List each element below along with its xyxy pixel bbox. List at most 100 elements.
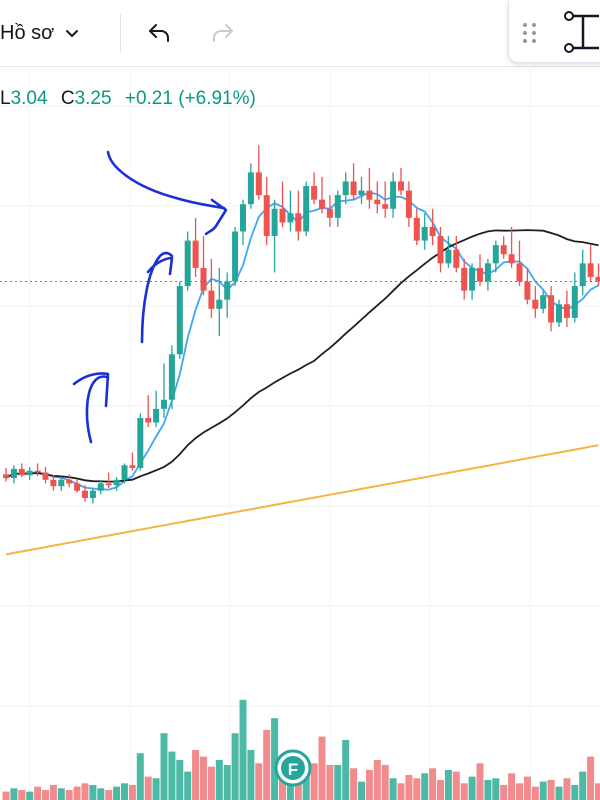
moving-averages — [5, 191, 599, 556]
candle-body — [437, 236, 444, 264]
candle-body — [556, 304, 562, 323]
volume-bar — [168, 751, 176, 800]
volume-bar — [523, 776, 531, 800]
candle-body — [279, 208, 286, 223]
volume-bar — [468, 776, 476, 800]
candle-body — [176, 286, 183, 355]
volume-bar — [97, 788, 105, 800]
candle-body — [374, 199, 381, 205]
earnings-marker[interactable]: F — [274, 749, 312, 787]
volume-bar — [89, 784, 97, 800]
volume-bar — [192, 749, 200, 800]
price-chart[interactable]: F — [0, 66, 600, 800]
candle-body — [326, 208, 333, 218]
volume-bar — [429, 768, 437, 800]
candle-body — [508, 254, 515, 264]
candle-body — [390, 181, 397, 209]
candle-body — [421, 226, 428, 241]
volume-bar — [105, 789, 113, 800]
volume-bar — [152, 778, 160, 800]
candle-body — [532, 299, 539, 309]
redo-button[interactable] — [206, 16, 240, 50]
volume-bar — [365, 769, 373, 800]
volume-bar — [2, 791, 10, 800]
candle-body — [429, 226, 436, 237]
annotation-arrow — [85, 375, 110, 444]
volume-bar — [555, 786, 563, 800]
candle-body — [295, 213, 302, 232]
candle-body — [287, 213, 294, 223]
candle-body — [492, 245, 499, 264]
candle-body — [129, 465, 136, 468]
volume-bar — [302, 764, 310, 800]
candle-body — [66, 479, 73, 484]
candle-body — [595, 276, 600, 282]
profile-dropdown[interactable]: Hồ sơ — [0, 16, 80, 50]
candle-body — [571, 286, 578, 318]
volume-bar — [200, 756, 207, 800]
volume-bar — [452, 771, 460, 800]
candle-body — [113, 479, 120, 486]
svg-text:F: F — [288, 760, 298, 779]
drawing-toolbar — [508, 0, 600, 63]
candle-body — [579, 263, 586, 287]
volume-bar — [34, 786, 42, 800]
volume-bar — [113, 786, 121, 800]
volume-bar — [531, 786, 539, 800]
annotation-arrowhead — [72, 372, 110, 408]
candle-body — [303, 186, 310, 232]
volume-bar — [176, 759, 184, 800]
candle-body — [161, 399, 167, 409]
volume-bar — [10, 788, 18, 800]
annotation-arrowhead — [146, 256, 174, 276]
volume-bar — [405, 774, 413, 800]
profile-label: Hồ sơ — [0, 21, 55, 44]
volume-bar — [413, 778, 421, 800]
hand-drawn-annotations — [72, 150, 228, 444]
candle-body — [192, 240, 199, 268]
volume-bar — [484, 779, 492, 800]
volume-bar — [437, 779, 444, 800]
candle-body — [58, 479, 65, 487]
volume-bar — [373, 759, 381, 800]
volume-bar — [160, 733, 168, 800]
redo-icon — [213, 24, 233, 42]
volume-bar — [26, 791, 34, 800]
volume-bar — [381, 764, 389, 800]
candle-body — [255, 172, 262, 196]
volume-bar — [397, 783, 405, 800]
volume-bar — [444, 769, 452, 800]
candle-body — [484, 263, 491, 282]
volume-bar — [57, 788, 65, 800]
candle-body — [74, 483, 81, 491]
candle-body — [216, 299, 223, 309]
change-value: +0.21 (+6.91%) — [124, 88, 256, 109]
undo-button[interactable] — [142, 16, 176, 50]
volume-bar — [207, 766, 215, 800]
volume-bar — [326, 764, 334, 800]
candle-body — [587, 263, 594, 277]
volume-bar — [460, 783, 468, 800]
toolbar-separator — [120, 14, 121, 52]
candle-body — [232, 231, 239, 282]
candle-body — [137, 417, 144, 468]
volume-bar — [65, 789, 73, 800]
candle-body — [105, 483, 112, 486]
volume-bar — [136, 753, 144, 800]
candle-body — [350, 181, 357, 196]
candle-body — [3, 474, 9, 478]
volume-bar — [571, 784, 579, 800]
ma-long-line — [5, 229, 599, 483]
candle-body — [461, 267, 468, 291]
volume-bar — [271, 718, 279, 800]
measure-tool-icon[interactable] — [561, 8, 600, 56]
drag-handle-icon[interactable] — [521, 20, 539, 46]
candle-body — [263, 195, 270, 237]
candle-body — [240, 204, 246, 232]
annotation-arrow — [106, 150, 226, 210]
candle-body — [319, 199, 325, 209]
candle-body — [469, 267, 476, 291]
chevron-down-icon — [66, 30, 79, 37]
volume-bar — [121, 783, 128, 800]
candle-body — [366, 190, 373, 200]
